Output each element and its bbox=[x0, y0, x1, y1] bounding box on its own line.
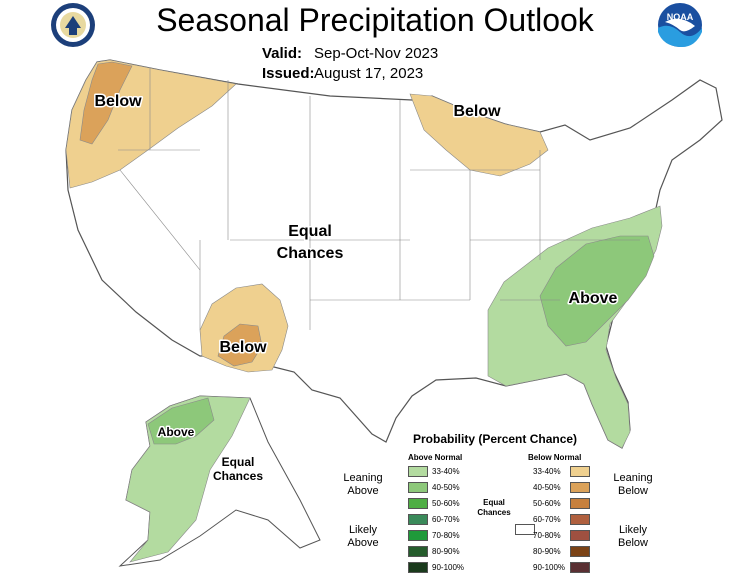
label-central-chances: Chances bbox=[277, 245, 344, 262]
legend-range-below: 80-90% bbox=[533, 547, 561, 556]
label-alaska-chances: Chances bbox=[213, 469, 263, 483]
legend-leaning-below: Leaning Below bbox=[613, 472, 653, 497]
legend-range-above: 60-70% bbox=[432, 515, 460, 524]
legend-swatch-below bbox=[570, 546, 590, 557]
legend-range-above: 80-90% bbox=[432, 547, 460, 556]
legend-swatch-below bbox=[570, 482, 590, 493]
map-title: Seasonal Precipitation Outlook bbox=[156, 2, 594, 38]
valid-label: Valid: bbox=[262, 45, 303, 62]
label-pnw-below: Below bbox=[94, 93, 142, 110]
alaska-above-core bbox=[147, 397, 215, 445]
legend-swatch-above bbox=[408, 466, 428, 477]
legend-above-header: Above Normal bbox=[408, 453, 463, 462]
validity-info: Valid: Sep-Oct-Nov 2023 Issued:August 17,… bbox=[262, 44, 438, 84]
label-alaska-above: Above bbox=[158, 425, 195, 439]
issued-label: Issued: bbox=[262, 65, 315, 82]
legend-below-header: Below Normal bbox=[528, 453, 582, 462]
legend-swatch-above bbox=[408, 530, 428, 541]
legend-swatch-below bbox=[570, 530, 590, 541]
legend-swatch-below bbox=[570, 562, 590, 573]
legend-swatch-below bbox=[570, 514, 590, 525]
legend-likely-above: Likely Above bbox=[347, 524, 379, 549]
legend-range-above: 33-40% bbox=[432, 467, 460, 476]
legend-range-above: 40-50% bbox=[432, 483, 460, 492]
legend-swatch-below bbox=[570, 498, 590, 509]
legend-likely-below: Likely Below bbox=[618, 524, 648, 549]
legend-range-below: 60-70% bbox=[533, 515, 561, 524]
label-southwest-below: Below bbox=[219, 339, 267, 356]
state-borders bbox=[118, 68, 640, 330]
legend-swatch-above bbox=[408, 546, 428, 557]
legend-range-below: 90-100% bbox=[533, 563, 566, 572]
legend-range-above: 50-60% bbox=[432, 499, 460, 508]
region-great-lakes-below bbox=[409, 93, 549, 177]
legend-swatch-above bbox=[408, 482, 428, 493]
legend-swatch-equal bbox=[515, 524, 535, 535]
legend-leaning-above: Leaning Above bbox=[343, 472, 383, 497]
legend-range-below: 33-40% bbox=[533, 467, 561, 476]
legend-range-above: 90-100% bbox=[432, 563, 465, 572]
legend-swatch-below bbox=[570, 466, 590, 477]
legend: Probability (Percent Chance) Above Norma… bbox=[340, 432, 660, 577]
issued-value: August 17, 2023 bbox=[314, 65, 424, 82]
label-central-equal: Equal bbox=[288, 223, 332, 240]
valid-value: Sep-Oct-Nov 2023 bbox=[314, 45, 439, 62]
label-alaska-equal: Equal bbox=[222, 455, 255, 469]
region-southwest-below-core bbox=[217, 323, 263, 367]
legend-range-below: 50-60% bbox=[533, 499, 561, 508]
legend-equal-chances: Equal Chances bbox=[477, 498, 511, 517]
legend-title: Probability (Percent Chance) bbox=[413, 432, 578, 446]
region-southeast-above-core bbox=[539, 235, 655, 347]
label-southeast-above: Above bbox=[569, 290, 618, 307]
legend-swatch-above bbox=[408, 562, 428, 573]
commerce-seal-icon bbox=[51, 3, 95, 47]
label-great-lakes-below: Below bbox=[453, 103, 501, 120]
legend-swatch-above bbox=[408, 514, 428, 525]
region-pacific-northwest-below-core bbox=[79, 61, 133, 145]
legend-range-below: 70-80% bbox=[533, 531, 561, 540]
legend-range-below: 40-50% bbox=[533, 483, 561, 492]
legend-range-above: 70-80% bbox=[432, 531, 460, 540]
noaa-logo-icon: NOAA bbox=[658, 3, 702, 48]
noaa-logo-text: NOAA bbox=[667, 12, 694, 22]
legend-swatch-above bbox=[408, 498, 428, 509]
